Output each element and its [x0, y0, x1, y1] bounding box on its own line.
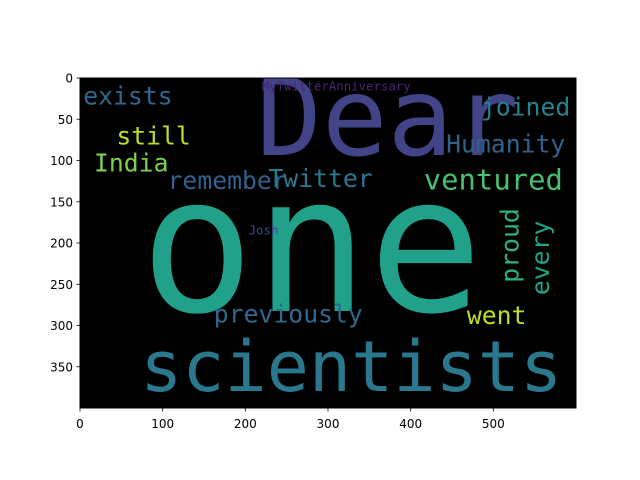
y-tick-label: 0	[65, 72, 73, 86]
x-tick-label: 500	[482, 417, 505, 431]
word-india: India	[94, 148, 169, 177]
word-dear: Dear	[256, 54, 518, 181]
word-humanity: Humanity	[446, 130, 565, 159]
x-tick-label: 400	[399, 417, 422, 431]
x-tick-label: 0	[76, 417, 84, 431]
word-exists: exists	[83, 82, 172, 111]
y-tick-label: 200	[50, 237, 73, 251]
x-tick-label: 300	[317, 417, 340, 431]
word-mytwitteranniversary: MyTwitterAnniversary	[262, 79, 411, 93]
word-proud: proud	[495, 208, 524, 283]
plot-background	[80, 78, 576, 408]
word-still: still	[116, 121, 191, 150]
y-tick-label: 150	[50, 195, 73, 209]
x-tick-label: 200	[234, 417, 257, 431]
word-ventured: ventured	[424, 162, 563, 196]
word-twitter: Twitter	[268, 164, 372, 193]
word-josh: Josh	[249, 224, 279, 238]
word-remember: remember	[168, 166, 287, 195]
y-tick-label: 300	[50, 319, 73, 333]
word-joined: joined	[481, 92, 570, 121]
y-tick-label: 250	[50, 278, 73, 292]
y-tick-label: 350	[50, 360, 73, 374]
x-tick-label: 100	[151, 417, 174, 431]
y-axis: 0 50 100 150 200 250 300 350	[50, 72, 80, 374]
word-every: every	[526, 221, 555, 296]
y-tick-label: 100	[50, 154, 73, 168]
word-previously: previously	[214, 299, 363, 328]
word-went: went	[467, 301, 527, 330]
word-one: one	[140, 135, 483, 356]
x-axis: 0 100 200 300 400 500	[76, 408, 505, 431]
y-tick-label: 50	[58, 113, 73, 127]
word-scientists: scientists	[140, 326, 562, 408]
